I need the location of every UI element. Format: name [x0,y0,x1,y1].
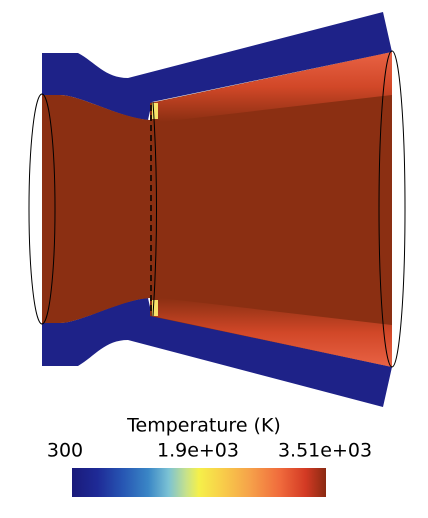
colorbar: Temperature (K) 300 1.9e+03 3.51e+03 [47,415,372,497]
colorbar-tick-label: 300 [47,440,83,462]
wall-top [42,12,392,120]
diverging-core [150,52,392,367]
wall-bottom [42,298,392,407]
colorbar-tick-label: 1.9e+03 [157,440,239,462]
nozzle-contour [28,12,406,407]
colorbar-tick-label: 3.51e+03 [278,440,372,462]
outlet-outline [378,50,406,368]
inlet-outline [28,93,56,325]
throat-hotspot [152,103,158,119]
hot-layer-bottom [152,298,392,367]
chamber [42,95,150,323]
throat-outline [152,101,157,317]
colorbar-title: Temperature (K) [126,415,281,437]
colorbar-scale [72,468,326,497]
hot-layer-top [152,52,392,122]
throat-hotspot [152,300,158,316]
